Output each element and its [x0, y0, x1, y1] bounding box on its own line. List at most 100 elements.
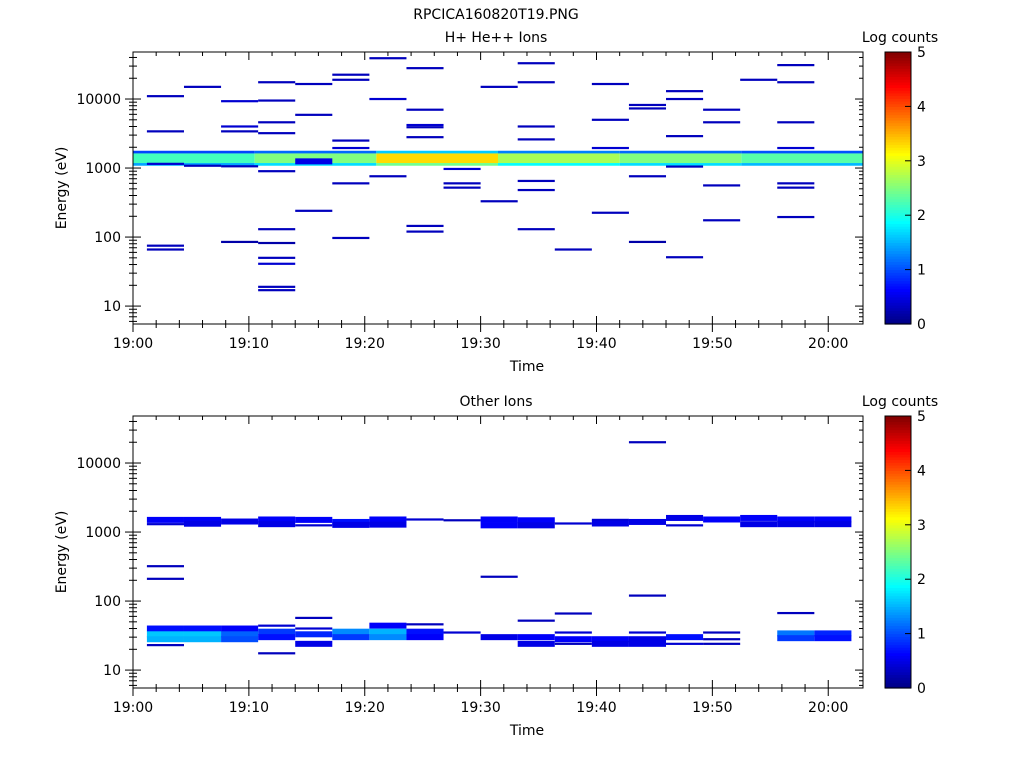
heatmap-cell: [814, 521, 852, 528]
colorbar-step: [885, 625, 911, 629]
x-tick-label: 19:40: [576, 336, 616, 352]
colorbar-step: [885, 516, 911, 520]
x-tick-label: 19:00: [113, 700, 153, 716]
heatmap-cell: [221, 100, 259, 103]
band-cell: [498, 163, 620, 166]
colorbar-step: [885, 614, 911, 618]
heatmap-cell: [369, 521, 407, 528]
colorbar-step: [885, 592, 911, 597]
colorbar-step: [885, 437, 911, 442]
heatmap-cell: [666, 642, 704, 645]
heatmap-cell: [369, 57, 407, 60]
band-cell: [133, 163, 255, 166]
colorbar-step: [885, 432, 911, 436]
colorbar-step: [885, 198, 911, 203]
heatmap-cell: [406, 123, 444, 127]
heatmap-cell: [480, 634, 518, 641]
heatmap-cell: [406, 623, 444, 626]
heatmap-cell: [332, 78, 370, 81]
colorbar-step: [885, 256, 911, 260]
y-axis-label: Energy (eV): [54, 511, 70, 594]
heatmap-cell: [258, 521, 296, 528]
heatmap-cell: [146, 130, 184, 133]
heatmap-cell: [591, 520, 629, 527]
heatmap-cell: [146, 95, 184, 98]
heatmap-cell: [517, 188, 555, 192]
colorbar-step: [885, 231, 911, 235]
colorbar-step: [885, 426, 911, 431]
heatmap-cell: [295, 640, 333, 647]
colorbar-step: [885, 685, 911, 689]
colorbar-step: [885, 65, 911, 69]
heatmap-cell: [369, 516, 407, 523]
heatmap-cell: [703, 121, 741, 124]
colorbar-step: [885, 128, 911, 132]
colorbar-step: [885, 139, 911, 143]
heatmap-cell: [258, 132, 296, 135]
colorbar-step: [885, 57, 911, 61]
heatmap-cell: [258, 289, 296, 292]
x-axis: 19:00 19:10 19:20 19:30 19:40 19:50 20:00: [113, 52, 848, 352]
colorbar-step: [885, 429, 911, 433]
colorbar-frame: [884, 415, 912, 689]
heatmap-cell: [406, 126, 444, 129]
colorbar-step: [885, 598, 911, 602]
heatmap-cell: [258, 241, 296, 245]
colorbar-step: [885, 644, 911, 648]
colorbar-step: [885, 212, 911, 216]
x-tick-label: 19:50: [692, 336, 732, 352]
band-cell: [498, 153, 620, 164]
colorbar-step: [885, 144, 911, 148]
heatmap-cell: [628, 441, 667, 444]
heatmap-cell: [332, 634, 370, 641]
colorbar-step: [885, 285, 911, 290]
colorbar-step: [885, 242, 911, 246]
colorbar-step: [885, 250, 911, 254]
colorbar-step: [885, 581, 911, 586]
heatmap-cell: [295, 627, 333, 630]
colorbar-step: [885, 682, 911, 686]
heatmap-cell: [406, 634, 444, 641]
heatmap-cell: [480, 575, 518, 578]
heatmap-cell: [406, 230, 444, 233]
heatmap-cell: [332, 182, 370, 185]
heatmap-cell: [406, 136, 444, 139]
heatmap-cell: [777, 635, 815, 642]
colorbar-step: [885, 532, 911, 537]
heatmap-cell: [146, 577, 184, 580]
heatmap-cell: [332, 146, 370, 150]
heatmap-cell: [591, 518, 629, 521]
heatmap-cell: [628, 640, 667, 647]
colorbar-step: [885, 568, 911, 572]
y-axis-label: Energy (eV): [54, 147, 70, 230]
y-tick-label: 100: [94, 594, 121, 610]
colorbar-step: [885, 464, 911, 469]
colorbar-step: [885, 527, 911, 531]
heatmap-cell: [777, 81, 815, 84]
colorbar-label: Log counts: [862, 30, 938, 46]
colorbar-step: [885, 166, 911, 170]
heatmap-cell: [258, 99, 296, 102]
heatmap-cell: [443, 519, 481, 522]
plot-frame: [132, 415, 864, 689]
colorbar-step: [885, 481, 911, 485]
heatmap-cell: [777, 611, 815, 615]
colorbar-step: [885, 571, 911, 575]
band-cell: [619, 153, 742, 164]
colorbar-step: [885, 209, 911, 214]
colorbar-step: [885, 492, 911, 496]
colorbar-step: [885, 475, 911, 480]
colorbar-step: [885, 98, 911, 102]
heatmap-cell: [295, 631, 333, 638]
y-tick-label: 10000: [76, 92, 121, 108]
colorbar-step: [885, 266, 911, 271]
colorbar-step: [885, 160, 911, 165]
band-cell: [498, 150, 620, 154]
colorbar-step: [885, 565, 911, 569]
heatmap-cell: [183, 164, 222, 167]
colorbar-step: [885, 68, 911, 72]
colorbar-step: [885, 584, 911, 588]
heatmap-cell: [666, 135, 704, 138]
colorbar-step: [885, 223, 911, 227]
